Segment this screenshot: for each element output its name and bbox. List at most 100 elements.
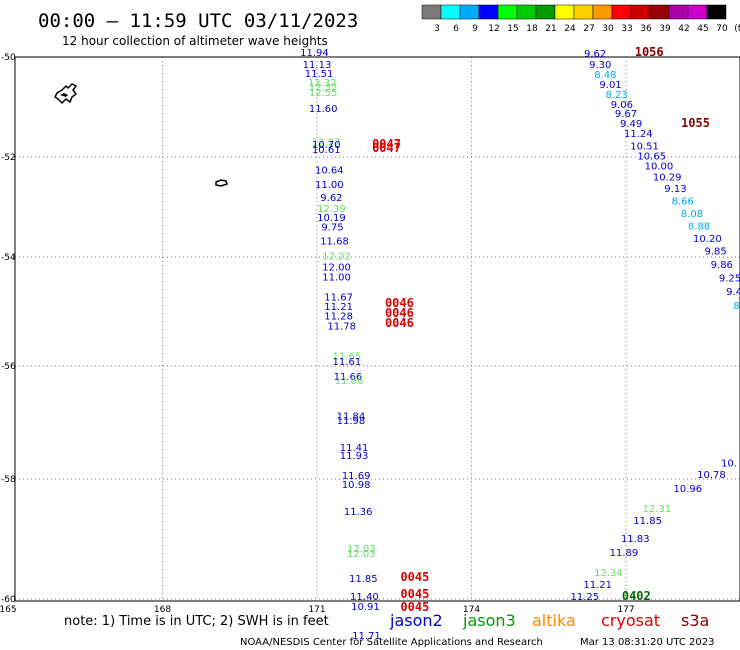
time-label: 0047 (372, 141, 401, 155)
colorbar-swatch (687, 4, 708, 20)
swh-point: 12.22 (322, 252, 351, 263)
time-label: 0046 (385, 296, 414, 310)
legend-cryosat: cryosat (601, 611, 660, 630)
swh-point: 11.36 (344, 507, 373, 518)
colorbar-swatch (668, 4, 689, 20)
time-label: 1056 (635, 45, 664, 59)
swh-point: 10.70 (312, 140, 341, 151)
time-label: 0046 (385, 316, 414, 330)
time-label: 0046 (385, 306, 414, 320)
swh-point: 11.68 (320, 237, 349, 248)
swh-point: 11.28 (324, 312, 353, 323)
swh-point: 9.46 (726, 287, 740, 298)
swh-point: 10.98 (342, 480, 371, 491)
swh-point: 11.67 (324, 293, 353, 304)
y-tick-label: -56 (1, 362, 16, 372)
y-tick-label: -54 (1, 253, 16, 263)
swh-points: 11.9411.1311.5112.3212.3212.5511.6012.27… (300, 48, 740, 642)
swh-point: 9.49 (620, 119, 642, 130)
x-tick-label: 165 (0, 605, 17, 615)
swh-point: 8.23 (606, 90, 628, 101)
time-label: 0047 (372, 137, 401, 151)
legend-jason3: jason3 (462, 611, 516, 630)
colorbar-label: 42 (678, 24, 689, 34)
swh-point: 11.89 (610, 548, 639, 559)
swh-point: 12.34 (594, 568, 623, 579)
colorbar-label: 45 (697, 24, 708, 34)
swh-point: 11.65 (333, 351, 362, 362)
swh-point: 11.51 (305, 69, 334, 80)
x-tick-label: 177 (617, 605, 634, 615)
colorbar-swatch (592, 4, 613, 20)
swh-point: 11.13 (303, 60, 332, 71)
colorbar-label: (ft) (734, 24, 740, 34)
swh-point: 10.20 (693, 234, 722, 245)
swh-point: 9.13 (664, 184, 686, 195)
x-tick-label: 174 (463, 605, 480, 615)
colorbar-label: 3 (434, 24, 440, 34)
legend-altika: altika (532, 611, 576, 630)
swh-point: 11.24 (624, 129, 653, 140)
colorbar-label: 36 (640, 24, 652, 34)
colorbar-label: 15 (507, 24, 518, 34)
x-tick-label: 168 (154, 605, 171, 615)
time-label: 0045 (400, 587, 429, 601)
colorbar-label: 33 (621, 24, 632, 34)
colorbar-swatch (497, 4, 518, 20)
swh-point: 9.86 (711, 260, 733, 271)
swh-point: 11.41 (340, 443, 369, 454)
x-tick-label: 171 (308, 605, 325, 615)
colorbar-swatch (649, 4, 670, 20)
swh-point: 10.51 (630, 142, 659, 153)
swh-point: 11.21 (324, 302, 353, 313)
swh-point: 12.03 (347, 544, 376, 555)
swh-point: 10.96 (673, 484, 702, 495)
swh-point: 10.64 (315, 166, 344, 177)
colorbar-label: 39 (659, 24, 671, 34)
time-label: 0402 (622, 589, 651, 603)
colorbar-label: 27 (583, 24, 594, 34)
swh-point: 11.60 (309, 104, 338, 115)
swh-point: 8.48 (594, 70, 616, 81)
map-border (14, 56, 740, 602)
swh-point: 9.25 (719, 274, 740, 285)
swh-point: 9.01 (599, 80, 621, 91)
swh-point: 8.08 (681, 209, 703, 220)
swh-point: 9.30 (589, 60, 611, 71)
colorbar-swatch (611, 4, 632, 20)
footer-credit: NOAA/NESDIS Center for Satellite Applica… (240, 637, 543, 648)
y-tick-label: -52 (1, 153, 16, 163)
colorbar-swatch (573, 4, 594, 20)
swh-point: 11.00 (315, 180, 344, 191)
y-tick-label: -50 (1, 53, 16, 63)
swh-point: 9.67 (615, 109, 637, 120)
time-labels: 0047004700460046004600450045004500440044… (372, 45, 710, 614)
chart-subtitle: 12 hour collection of altimeter wave hei… (62, 34, 328, 48)
colorbar-label: 9 (472, 24, 478, 34)
colorbar-label: 12 (488, 24, 499, 34)
swh-point: 12.32 (309, 83, 338, 94)
colorbar-swatch (459, 4, 480, 20)
colorbar-label: 21 (545, 24, 556, 34)
colorbar-swatch (516, 4, 537, 20)
swh-point: 8.66 (672, 197, 694, 208)
colorbar-swatch (535, 4, 556, 20)
time-label: 0045 (400, 570, 429, 584)
swh-point: 10.78 (697, 470, 726, 481)
swh-point: 11.21 (583, 580, 612, 591)
swh-point: 11.61 (333, 357, 362, 368)
swh-point: 11.66 (335, 376, 364, 387)
colorbar-swatch (630, 4, 651, 20)
colorbar-swatch (706, 4, 727, 20)
swh-point: 11.71 (352, 631, 381, 642)
swh-point: 11.66 (334, 372, 363, 383)
swh-point: 11.00 (322, 272, 351, 283)
swh-point: 11.40 (350, 592, 379, 603)
swh-point: 12.27 (312, 138, 341, 149)
swh-point: 12.32 (308, 78, 337, 89)
swh-point: 10.65 (637, 152, 666, 163)
swh-point: 11.78 (327, 321, 356, 332)
swh-point: 11.93 (340, 451, 369, 462)
